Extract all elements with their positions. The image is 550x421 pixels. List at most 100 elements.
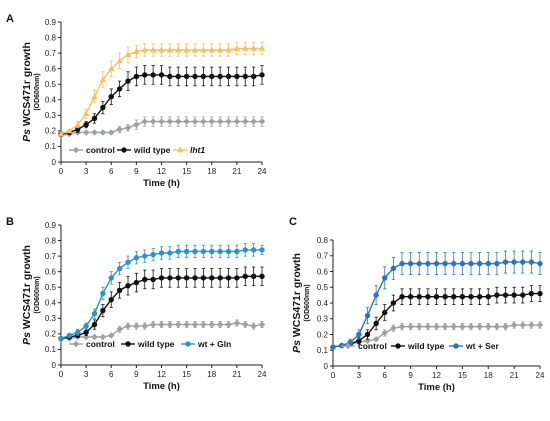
data-point — [200, 118, 207, 125]
data-point — [485, 260, 491, 267]
data-point — [191, 46, 199, 53]
y-tick-label: 0.9 — [45, 18, 57, 27]
y-tick-label: 0.3 — [45, 314, 57, 323]
data-point — [133, 121, 140, 128]
data-point — [91, 321, 98, 328]
legend: control wild type lht1 — [69, 145, 205, 155]
data-point — [381, 329, 388, 337]
data-point — [108, 65, 115, 72]
y-tick-label: 0.4 — [45, 96, 57, 105]
x-tick-label: 18 — [207, 370, 216, 379]
data-point — [167, 250, 173, 256]
data-point — [528, 290, 535, 297]
data-point — [116, 57, 123, 64]
y-tick-label: 0.7 — [45, 252, 57, 261]
x-tick-label: 24 — [258, 167, 267, 176]
data-point — [511, 292, 517, 298]
x-tick-label: 0 — [59, 370, 64, 379]
data-point — [175, 118, 182, 125]
data-point — [468, 260, 474, 267]
chart-panel-a: A 0 0.1 0.2 0.3 0.4 0.5 0.6 0.7 0.8 0.9 0 3 6 9 12 15 18 2… — [6, 13, 267, 189]
y-axis-sublabel: (OD600nm) — [304, 284, 311, 321]
data-point — [66, 127, 73, 134]
y-tick-label: 0 — [52, 158, 57, 167]
data-point — [511, 259, 517, 265]
legend-label: wild type — [133, 145, 171, 155]
data-point — [372, 336, 380, 343]
data-point — [167, 73, 173, 80]
data-point — [166, 321, 174, 328]
legend-label: control — [86, 145, 115, 155]
data-point — [191, 321, 199, 328]
data-point — [476, 294, 483, 300]
y-tick-label: 0.3 — [317, 315, 329, 324]
data-point — [424, 323, 432, 330]
x-tick-label: 0 — [331, 371, 336, 380]
data-point — [108, 296, 114, 303]
data-point — [250, 273, 257, 280]
panel-letter: A — [6, 13, 14, 25]
y-tick-label: 0.5 — [45, 283, 57, 292]
x-tick-label: 9 — [408, 371, 413, 380]
data-point — [108, 275, 114, 281]
data-point — [216, 46, 224, 53]
data-point — [399, 260, 405, 267]
data-point — [536, 321, 544, 329]
x-tick-label: 15 — [182, 370, 191, 379]
data-point — [234, 248, 240, 255]
legend-item: wt + Gln — [181, 339, 231, 349]
data-point — [125, 78, 131, 84]
data-point — [242, 73, 248, 80]
data-point — [133, 279, 140, 286]
data-point — [250, 247, 257, 253]
data-point — [225, 118, 232, 125]
data-point — [225, 321, 232, 328]
data-point — [390, 325, 397, 332]
data-point — [108, 332, 115, 339]
data-point — [200, 275, 207, 281]
data-point — [158, 72, 165, 78]
data-point — [364, 312, 371, 319]
data-point — [407, 323, 414, 330]
data-point — [416, 260, 422, 267]
y-axis-sublabel: (OD600nm) — [34, 73, 41, 110]
x-tick-label: 12 — [432, 371, 441, 380]
data-point — [398, 323, 406, 330]
series-wild-type — [330, 285, 543, 350]
data-point — [74, 121, 81, 128]
data-point — [390, 300, 397, 306]
legend-item: wild type — [117, 145, 171, 155]
data-point — [364, 331, 371, 338]
data-point — [216, 321, 224, 328]
data-point — [192, 73, 198, 80]
data-point — [433, 260, 440, 267]
legend-label: control — [358, 341, 387, 351]
y-axis-label-prefix: Ps — [21, 126, 33, 142]
data-point — [183, 275, 190, 281]
x-tick-label: 6 — [383, 371, 388, 380]
legend: control wild type wt + Ser — [341, 341, 500, 351]
data-point — [183, 46, 190, 53]
y-axis-label-prefix: Ps — [21, 329, 33, 345]
data-point — [433, 294, 440, 300]
data-point — [234, 73, 240, 80]
data-point — [485, 294, 491, 300]
data-point — [100, 307, 106, 314]
y-tick-label: 0.6 — [45, 267, 57, 276]
series-control — [57, 116, 266, 139]
data-point — [183, 248, 190, 255]
data-point — [258, 321, 266, 328]
data-point — [58, 335, 64, 342]
series-wt-gln — [58, 243, 265, 342]
data-point — [209, 248, 215, 255]
series-lht1 — [57, 41, 266, 137]
data-point — [442, 294, 448, 300]
data-point — [250, 322, 257, 330]
data-point — [141, 46, 148, 53]
data-point — [200, 73, 207, 80]
data-point — [57, 130, 65, 137]
x-tick-label: 21 — [510, 371, 519, 380]
x-tick-label: 15 — [458, 371, 467, 380]
data-point — [133, 48, 140, 54]
legend-item: wild type — [121, 339, 175, 349]
